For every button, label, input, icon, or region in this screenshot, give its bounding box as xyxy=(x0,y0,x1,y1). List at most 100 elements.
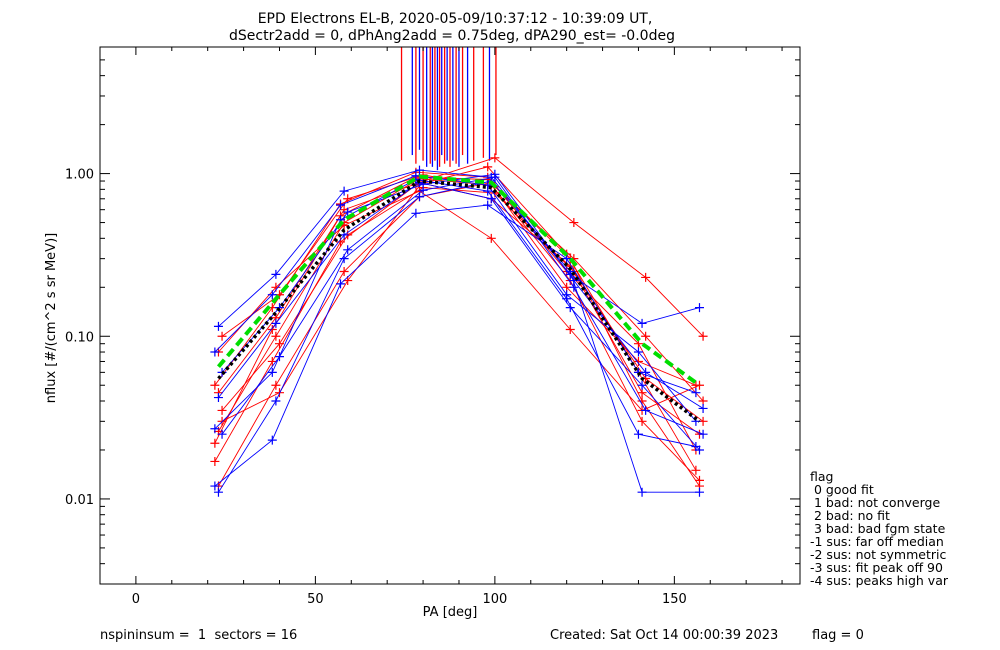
data-point xyxy=(271,269,281,279)
data-point xyxy=(267,356,277,366)
data-point xyxy=(633,356,643,366)
flag-legend-item: -4 sus: peaks high var xyxy=(810,573,949,588)
data-point xyxy=(217,331,227,341)
data-point xyxy=(267,367,277,377)
flag-legend-item: 0 good fit xyxy=(810,482,874,497)
flag-legend-item: -2 sus: not symmetric xyxy=(810,547,946,562)
data-point xyxy=(641,405,651,415)
data-point xyxy=(698,331,708,341)
data-point xyxy=(210,347,220,357)
flag-legend-item: -3 sus: fit peak off 90 xyxy=(810,560,943,575)
data-point xyxy=(210,456,220,466)
series-line xyxy=(218,182,700,451)
data-point xyxy=(271,331,281,341)
data-point xyxy=(569,218,579,228)
data-point xyxy=(694,487,704,497)
data-point xyxy=(694,380,704,390)
flag-legend-item: -1 sus: far off median xyxy=(810,534,944,549)
series-line xyxy=(218,169,700,327)
plot-frame xyxy=(99,46,801,585)
data-point xyxy=(339,186,349,196)
x-tick-label: 150 xyxy=(662,592,687,607)
flag-legend-item: 3 bad: bad fgm state xyxy=(810,521,946,536)
data-point xyxy=(414,165,424,175)
data-point xyxy=(213,393,223,403)
data-point xyxy=(343,194,353,204)
footer-created-timestamp: Created: Sat Oct 14 00:00:39 2023 xyxy=(550,628,778,643)
data-point xyxy=(637,380,647,390)
data-point xyxy=(336,200,346,210)
data-point xyxy=(339,254,349,264)
data-point xyxy=(267,435,277,445)
data-point xyxy=(698,429,708,439)
series-line xyxy=(218,190,700,411)
data-point xyxy=(694,475,704,485)
series-line xyxy=(221,187,704,422)
series-line xyxy=(218,178,700,481)
series-line xyxy=(218,182,700,435)
footer-spin-info: nspininsum = 1 sectors = 16 xyxy=(100,628,297,643)
data-point xyxy=(343,207,353,217)
data-point xyxy=(343,245,353,255)
data-point xyxy=(483,162,493,172)
data-point xyxy=(486,233,496,243)
data-point xyxy=(565,325,575,335)
data-point xyxy=(210,380,220,390)
data-point xyxy=(483,200,493,210)
data-point xyxy=(562,294,572,304)
x-tick-label: 0 xyxy=(132,592,140,607)
y-tick-label: 1.00 xyxy=(65,168,94,183)
data-point xyxy=(483,186,493,196)
data-point xyxy=(641,367,651,377)
series-line xyxy=(218,182,700,487)
data-point xyxy=(213,321,223,331)
footer-flag-value: flag = 0 xyxy=(812,628,864,643)
data-point xyxy=(267,325,277,335)
data-point xyxy=(210,481,220,491)
data-point xyxy=(637,318,647,328)
data-point xyxy=(633,347,643,357)
data-point xyxy=(210,438,220,448)
data-point xyxy=(691,388,701,398)
x-axis-label: PA [deg] xyxy=(423,605,478,620)
data-point xyxy=(694,303,704,313)
data-point xyxy=(698,403,708,413)
data-point xyxy=(691,442,701,452)
series-line xyxy=(214,176,697,444)
data-point xyxy=(336,279,346,289)
y-tick-label: 0.10 xyxy=(65,330,94,345)
median-curve-line xyxy=(217,179,701,423)
series-line xyxy=(214,166,697,471)
data-point xyxy=(339,267,349,277)
data-point xyxy=(691,465,701,475)
data-point xyxy=(569,276,579,286)
flag-legend: flag 0 good fit 1 bad: not converge 2 ba… xyxy=(810,469,949,588)
flag-legend-title: flag xyxy=(810,469,833,484)
series-line xyxy=(218,180,700,493)
chart-title-line-1: EPD Electrons EL-B, 2020-05-09/10:37:12 … xyxy=(258,11,653,27)
data-point xyxy=(641,331,651,341)
series-line xyxy=(221,173,704,409)
data-point xyxy=(637,416,647,426)
data-point xyxy=(271,396,281,406)
fit-curve-line xyxy=(216,174,701,387)
data-point xyxy=(217,429,227,439)
data-point xyxy=(490,169,500,179)
data-point xyxy=(267,290,277,300)
plot-data-area xyxy=(210,47,708,497)
data-point xyxy=(562,254,572,264)
data-point xyxy=(217,405,227,415)
chart-title-line-2: dSectr2add = 0, dPhAng2add = 0.75deg, dP… xyxy=(229,28,675,44)
data-point xyxy=(637,487,647,497)
chart-title: EPD Electrons EL-B, 2020-05-09/10:37:12 … xyxy=(229,11,675,44)
data-point xyxy=(414,192,424,202)
data-point xyxy=(641,272,651,282)
flag-legend-item: 1 bad: not converge xyxy=(810,495,940,510)
data-point xyxy=(271,318,281,328)
axes: 0 50 100 150 0.01 0.10 1.00 xyxy=(65,46,800,607)
data-point xyxy=(213,487,223,497)
flag-legend-item: 2 bad: no fit xyxy=(810,508,890,523)
series-line xyxy=(214,179,696,447)
data-point xyxy=(633,429,643,439)
